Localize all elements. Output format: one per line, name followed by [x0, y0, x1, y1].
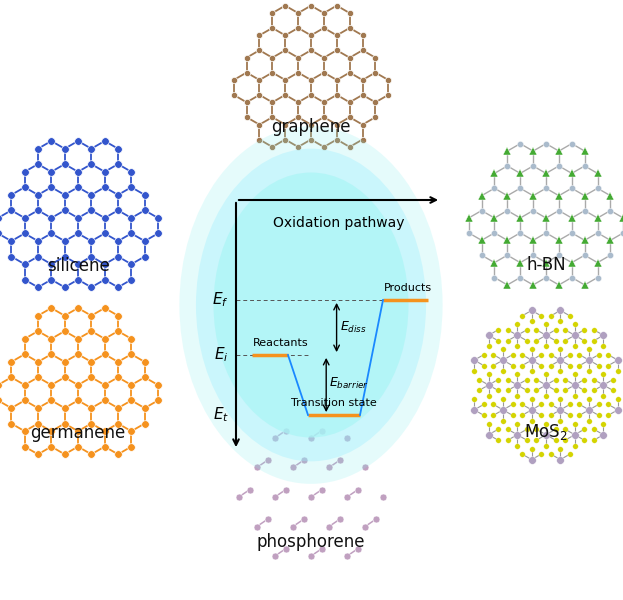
Ellipse shape — [179, 126, 442, 484]
Circle shape — [0, 130, 166, 306]
Text: germanene: germanene — [31, 424, 126, 442]
Circle shape — [226, 0, 396, 165]
Text: Transition state: Transition state — [291, 398, 377, 408]
Circle shape — [461, 300, 623, 470]
Text: Products: Products — [384, 283, 432, 293]
Circle shape — [0, 297, 166, 473]
Text: silicene: silicene — [47, 257, 110, 275]
Circle shape — [229, 415, 393, 579]
Text: Reactants: Reactants — [253, 338, 308, 348]
Circle shape — [461, 133, 623, 303]
Text: $E_{barrier}$: $E_{barrier}$ — [329, 376, 369, 391]
Text: $E_t$: $E_t$ — [213, 406, 229, 424]
Text: graphene: graphene — [271, 118, 351, 136]
Ellipse shape — [214, 173, 409, 437]
Text: $E_{diss}$: $E_{diss}$ — [340, 320, 366, 335]
Text: MoS$_2$: MoS$_2$ — [524, 422, 568, 442]
Text: $E_i$: $E_i$ — [214, 346, 229, 364]
Text: Oxidation pathway: Oxidation pathway — [273, 216, 404, 230]
Text: phosphorene: phosphorene — [257, 533, 365, 551]
Text: h-BN: h-BN — [526, 256, 566, 274]
Ellipse shape — [196, 149, 426, 461]
Text: $E_f$: $E_f$ — [212, 290, 229, 310]
